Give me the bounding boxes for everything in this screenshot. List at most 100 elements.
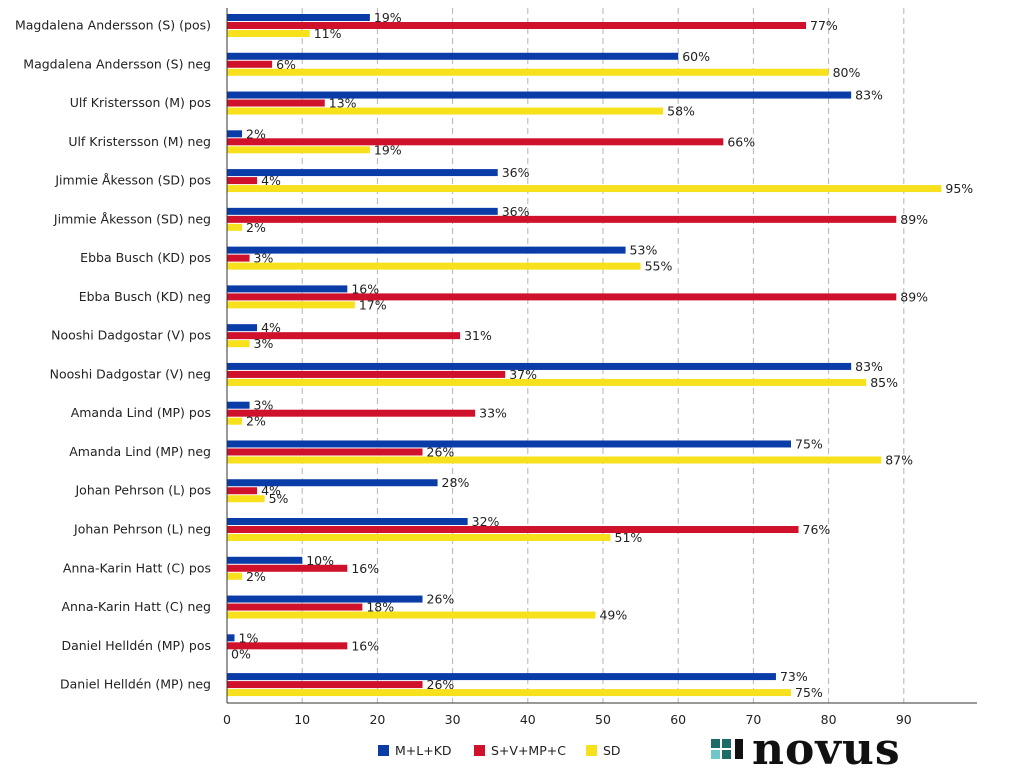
data-label: 16% [351,638,379,653]
data-label: 36% [502,204,530,219]
novus-logo: novus [711,724,900,768]
data-label: 3% [254,336,274,351]
legend-label: SD [603,743,621,758]
category-label: Amanda Lind (MP) neg [69,444,211,459]
bar-m-l-kd [227,207,498,215]
data-label: 89% [900,289,928,304]
bar-s-v-mp-c [227,177,258,185]
logo-mark-icon [711,739,743,759]
data-label: 4% [261,173,281,188]
bar-s-v-mp-c [227,564,348,572]
category-label: Jimmie Åkesson (SD) pos [54,173,211,188]
bar-sd [227,495,265,503]
data-label: 3% [254,398,274,413]
bar-sd [227,68,829,76]
bar-s-v-mp-c [227,448,423,456]
data-label: 26% [427,677,455,692]
bar-s-v-mp-c [227,603,363,611]
data-label: 83% [855,88,883,103]
data-label: 95% [945,181,973,196]
data-label: 2% [246,569,266,584]
bar-m-l-kd [227,246,626,254]
bar-m-l-kd [227,169,498,177]
data-label: 87% [885,452,913,467]
data-label: 13% [329,96,357,111]
bar-s-v-mp-c [227,526,799,534]
bar-s-v-mp-c [227,138,724,146]
x-tick-label: 20 [369,712,385,727]
bar-m-l-kd [227,556,303,564]
bar-m-l-kd [227,440,791,448]
legend-swatch [474,745,485,756]
x-tick-label: 70 [745,712,761,727]
data-label: 4% [261,320,281,335]
data-label: 2% [246,220,266,235]
bar-sd [227,107,664,115]
bar-m-l-kd [227,401,250,409]
bar-m-l-kd [227,479,438,487]
bar-s-v-mp-c [227,215,897,223]
bar-s-v-mp-c [227,99,325,107]
category-label: Jimmie Åkesson (SD) neg [53,211,211,226]
data-label: 76% [803,522,831,537]
bar-sd [227,534,611,542]
data-label: 75% [795,685,823,700]
x-axis: 0 10 20 30 40 50 60 70 80 90 [223,8,977,727]
data-label: 73% [780,669,808,684]
bar-s-v-mp-c [227,60,273,68]
category-label: Johan Pehrson (L) pos [75,483,212,498]
data-label: 19% [374,142,402,157]
data-label: 11% [314,26,342,41]
bar-s-v-mp-c [227,254,250,262]
data-label: 18% [366,600,394,615]
bar-s-v-mp-c [227,22,807,29]
category-label: Ebba Busch (KD) neg [79,289,211,304]
bar-s-v-mp-c [227,681,423,689]
bar-m-l-kd [227,595,423,603]
bar-sd [227,611,596,619]
bars [227,14,942,697]
grid-lines [301,8,905,703]
data-label: 4% [261,483,281,498]
data-label: 53% [630,243,658,258]
legend: M+L+KD S+V+MP+C SD [378,743,621,758]
data-label: 5% [269,491,289,506]
bar-s-v-mp-c [227,487,258,495]
x-tick-label: 60 [670,712,686,727]
x-tick-label: 0 [223,712,231,727]
data-label: 32% [472,514,500,529]
data-label: 80% [833,65,861,80]
data-label: 58% [667,104,695,119]
category-label: Daniel Helldén (MP) pos [61,638,211,653]
category-label: Magdalena Andersson (S) (pos) [15,18,211,33]
bar-sd [227,572,243,580]
data-label: 31% [464,328,492,343]
data-label: 60% [682,49,710,64]
bar-m-l-kd [227,673,776,681]
legend-label: M+L+KD [395,743,452,758]
bar-m-l-kd [227,91,852,99]
bar-sd [227,689,791,697]
data-label: 89% [900,212,928,227]
x-tick-label: 40 [520,712,536,727]
bar-m-l-kd [227,518,468,526]
data-label: 16% [351,561,379,576]
data-label: 3% [254,251,274,266]
bar-sd [227,340,250,348]
category-label: Anna-Karin Hatt (C) pos [63,560,211,575]
data-label: 51% [615,530,643,545]
data-label: 16% [351,281,379,296]
legend-swatch [378,745,389,756]
bar-m-l-kd [227,362,852,370]
legend-label: S+V+MP+C [491,743,566,758]
x-tick-label: 50 [595,712,611,727]
category-labels: Magdalena Andersson (S) (pos) Magdalena A… [15,18,211,692]
bar-s-v-mp-c [227,642,348,650]
data-label: 10% [306,553,334,568]
legend-swatch [586,745,597,756]
data-label: 77% [810,18,838,33]
bar-m-l-kd [227,130,243,138]
category-label: Nooshi Dadgostar (V) pos [51,328,211,343]
data-label: 26% [427,444,455,459]
